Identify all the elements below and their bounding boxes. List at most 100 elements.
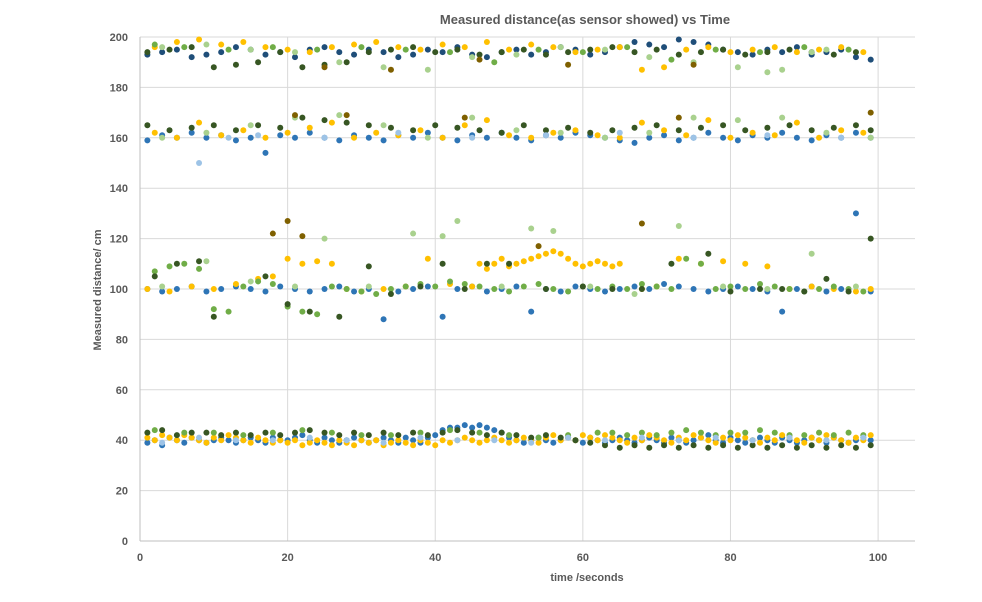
data-point bbox=[299, 442, 306, 449]
data-point bbox=[196, 119, 203, 126]
data-point bbox=[734, 49, 741, 56]
data-point bbox=[232, 429, 239, 436]
data-point bbox=[557, 434, 564, 441]
data-point bbox=[661, 64, 668, 71]
data-point bbox=[638, 220, 645, 227]
data-point bbox=[469, 424, 476, 431]
data-point bbox=[749, 286, 756, 292]
data-point bbox=[705, 117, 712, 124]
data-point bbox=[203, 41, 210, 48]
data-point bbox=[232, 437, 239, 444]
data-point bbox=[816, 286, 823, 292]
data-point bbox=[801, 439, 808, 446]
data-point bbox=[609, 263, 616, 270]
data-point bbox=[306, 427, 313, 434]
data-point bbox=[609, 44, 616, 51]
data-point bbox=[284, 217, 291, 224]
data-point bbox=[476, 56, 483, 63]
data-point bbox=[284, 46, 291, 53]
data-point bbox=[196, 160, 203, 166]
data-point bbox=[734, 137, 741, 144]
data-point bbox=[565, 288, 572, 295]
data-point bbox=[771, 132, 778, 139]
data-point bbox=[602, 288, 608, 295]
data-point bbox=[144, 286, 151, 292]
data-point bbox=[321, 64, 328, 71]
data-point bbox=[483, 437, 490, 444]
data-point bbox=[594, 286, 601, 292]
data-point bbox=[144, 434, 151, 441]
chart-title: Measured distance(as sensor showed) vs T… bbox=[440, 12, 730, 27]
data-point bbox=[838, 442, 845, 449]
data-point bbox=[587, 260, 594, 267]
data-point bbox=[262, 134, 269, 141]
data-point bbox=[498, 283, 505, 290]
data-point bbox=[447, 427, 453, 434]
data-point bbox=[402, 439, 409, 446]
data-point bbox=[439, 41, 446, 48]
data-point bbox=[203, 429, 210, 436]
data-point bbox=[203, 288, 210, 295]
data-point bbox=[646, 129, 653, 136]
data-point bbox=[764, 286, 771, 292]
data-point bbox=[631, 434, 638, 441]
data-point bbox=[852, 129, 859, 136]
data-point bbox=[565, 255, 572, 262]
data-point bbox=[557, 134, 564, 141]
data-point bbox=[653, 46, 660, 53]
data-point bbox=[483, 39, 490, 46]
data-point bbox=[742, 51, 749, 58]
data-point bbox=[218, 437, 225, 444]
data-point bbox=[151, 41, 158, 48]
data-point bbox=[801, 44, 808, 51]
data-point bbox=[683, 437, 690, 444]
data-point bbox=[712, 46, 719, 53]
data-point bbox=[417, 283, 424, 290]
data-point bbox=[712, 434, 719, 441]
data-point bbox=[838, 127, 845, 134]
data-point bbox=[188, 54, 195, 61]
data-point bbox=[255, 132, 262, 139]
data-point bbox=[447, 278, 453, 285]
data-point bbox=[299, 64, 306, 71]
data-point bbox=[727, 288, 734, 295]
data-point bbox=[210, 64, 217, 71]
data-point bbox=[144, 137, 151, 144]
data-point bbox=[432, 283, 439, 290]
data-point bbox=[461, 434, 468, 441]
data-point bbox=[306, 288, 313, 295]
data-point bbox=[469, 54, 476, 61]
data-point bbox=[793, 134, 800, 141]
data-point bbox=[616, 44, 623, 51]
x-axis-title: time /seconds bbox=[550, 572, 623, 584]
data-point bbox=[616, 286, 623, 292]
data-point bbox=[461, 114, 468, 121]
data-point bbox=[196, 36, 203, 43]
data-point bbox=[823, 432, 830, 439]
data-point bbox=[351, 434, 358, 441]
data-point bbox=[727, 49, 734, 56]
data-point bbox=[860, 129, 867, 136]
data-point bbox=[557, 44, 564, 51]
data-point bbox=[196, 258, 203, 265]
data-point bbox=[697, 429, 704, 436]
data-point bbox=[166, 288, 173, 295]
data-point bbox=[572, 49, 579, 56]
data-point bbox=[513, 134, 520, 141]
data-point bbox=[542, 51, 549, 58]
data-point bbox=[277, 283, 284, 290]
data-point bbox=[410, 127, 417, 134]
data-point bbox=[210, 286, 217, 292]
data-point bbox=[764, 263, 771, 270]
data-point bbox=[867, 134, 874, 141]
data-point bbox=[299, 233, 306, 240]
data-point bbox=[609, 127, 616, 134]
data-point bbox=[159, 283, 166, 290]
data-point bbox=[705, 250, 712, 257]
data-point bbox=[550, 228, 557, 235]
data-point bbox=[240, 283, 247, 290]
data-point bbox=[646, 41, 653, 48]
data-point bbox=[247, 278, 254, 285]
data-point bbox=[277, 432, 284, 439]
data-point bbox=[476, 422, 483, 429]
